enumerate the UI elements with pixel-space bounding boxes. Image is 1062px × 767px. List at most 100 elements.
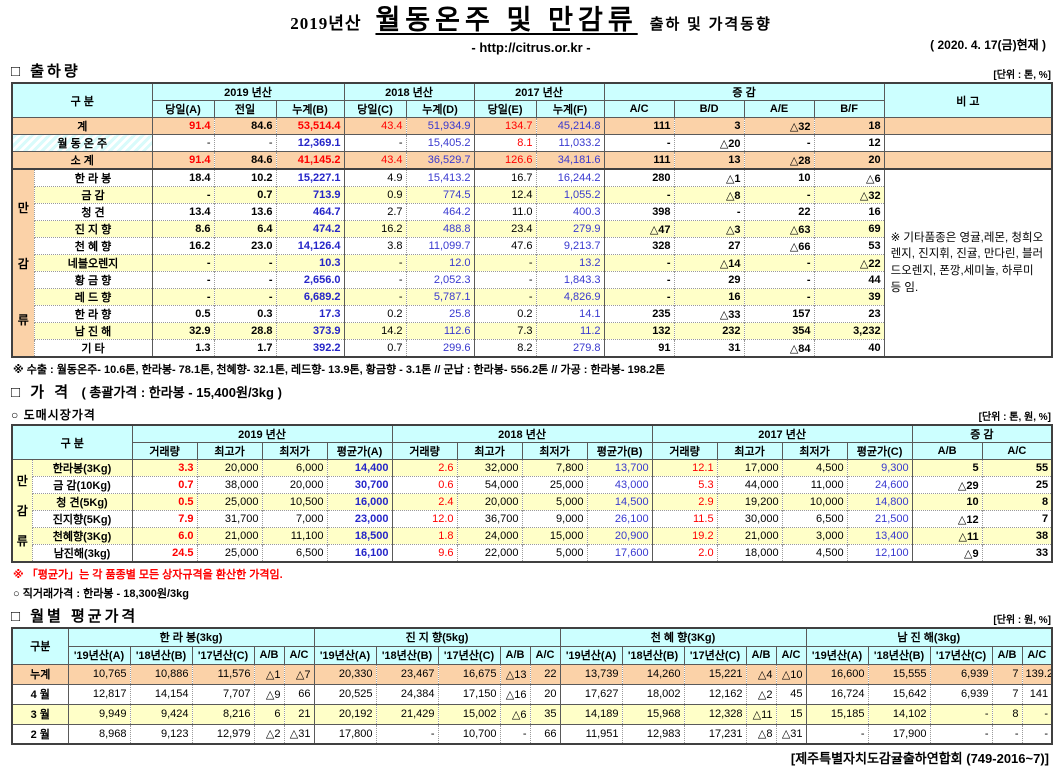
remark-cell — [883, 134, 1053, 152]
cell: 7,707 — [191, 683, 254, 704]
cell: 20,000 — [456, 493, 523, 511]
report-title: 2019년산 월동온주 및 만감류 출하 및 가격동향 — [11, 5, 1051, 40]
cell: △1 — [253, 663, 284, 684]
cell: 139.2 — [1021, 663, 1053, 684]
cell: 14.1 — [535, 305, 605, 323]
cell: 39 — [813, 288, 885, 306]
cell: - — [151, 288, 215, 306]
cell: 9,300 — [846, 459, 913, 477]
month-row: 4 월 12,817 14,154 7,707 △9 66 20,525 24,384 17,1… — [11, 683, 1053, 704]
cell: 9,000 — [521, 510, 588, 528]
column-header: '18년산(B) — [375, 645, 439, 665]
cell: - — [473, 254, 537, 272]
group-char: 감 — [16, 504, 28, 518]
website-url[interactable]: - http://citrus.or.kr - — [471, 40, 591, 55]
cell: △31 — [775, 723, 807, 744]
header-row: '19년산(A) '18년산(B) '17년산(C) A/B A/C '19년산(A) '1… — [12, 645, 1053, 665]
cell: 10,765 — [67, 663, 130, 684]
cell: 16,244.2 — [535, 168, 605, 187]
item-row: 진 지 향 8.6 6.4 474.2 16.2 488.8 23.4 279.9 △47 △3 △… — [12, 220, 1052, 238]
cell: 20 — [813, 151, 885, 169]
cell: 3.8 — [343, 237, 407, 255]
cell: 488.8 — [405, 220, 475, 238]
cell: 6,500 — [781, 510, 848, 528]
gubun-header: 구분 — [11, 627, 69, 665]
row-label: 누계 — [11, 663, 68, 684]
column-header: '18년산(B) — [621, 645, 685, 665]
item-row: 청 견 13.4 13.6 464.7 2.7 464.2 11.0 400.3 398-22 1… — [12, 203, 1052, 221]
cell: 17,150 — [437, 683, 500, 704]
cell: 11.5 — [651, 510, 718, 528]
cell: 15 — [775, 703, 807, 724]
price-row: 남진해(3kg) 24.5 25,000 6,500 16,100 9.6 22,000 5,… — [12, 544, 1053, 562]
column-header: A/B — [745, 645, 777, 665]
cell: 3 — [673, 117, 745, 135]
cell: 11.2 — [535, 322, 605, 340]
cell: 17.3 — [275, 305, 345, 323]
column-header: '19년산(A) — [805, 645, 869, 665]
cell: △66 — [743, 237, 815, 255]
cell: - — [151, 134, 215, 152]
monthly-table-body: 누계 10,765 10,886 11,576 △1 △7 20,330 23,467 16,6… — [11, 663, 1053, 744]
column-header: A/C — [603, 100, 675, 118]
cell: 15,000 — [521, 527, 588, 545]
cell: 0.6 — [391, 476, 458, 494]
cell: 11,100 — [261, 527, 328, 545]
column-header: 최저가 — [261, 442, 328, 460]
cell: 32.9 — [151, 322, 215, 340]
product-group-header: 한 라 봉(3kg) — [67, 627, 315, 647]
cell: 40 — [813, 339, 885, 357]
shipment-table-body: 계 91.4 84.6 53,514.4 43.4 51,934.9 134.7 45,214… — [11, 117, 1053, 357]
cell: 4.9 — [343, 168, 407, 187]
cell: 4,500 — [781, 459, 848, 477]
cell: 280 — [603, 168, 675, 187]
cell: 14,189 — [559, 703, 622, 724]
column-header: 전일 — [213, 100, 277, 118]
row-label: 소 계 — [11, 151, 153, 169]
cell: 6,500 — [261, 544, 328, 562]
cell: 18,500 — [326, 527, 393, 545]
cell: △22 — [813, 254, 885, 272]
cell: 10.2 — [213, 168, 277, 187]
row-label: 2 월 — [11, 723, 68, 744]
cell: 2.6 — [391, 459, 458, 477]
cell: 43,000 — [586, 476, 653, 494]
item-row: 레 드 향 - -6,689.2-5,787.1-4,826.9-16-39 — [12, 288, 1052, 306]
cell: 279.8 — [535, 339, 605, 357]
cell: 16.2 — [343, 220, 407, 238]
cell: 34,181.6 — [535, 151, 605, 169]
cell: △12 — [911, 510, 983, 528]
cell: 16,600 — [805, 663, 869, 684]
cell: 0.2 — [343, 305, 407, 323]
column-header: '19년산(A) — [67, 645, 131, 665]
cell: - — [151, 186, 215, 204]
cell: 15,221 — [683, 663, 746, 684]
cell: - — [991, 723, 1023, 744]
cell: 0.5 — [131, 493, 198, 511]
column-header: A/C — [775, 645, 807, 665]
title-suffix: 출하 및 가격동향 — [649, 17, 772, 33]
cell: 14,154 — [129, 683, 192, 704]
cell: 12.4 — [473, 186, 537, 204]
cell: 19.2 — [651, 527, 718, 545]
cell: 713.9 — [275, 186, 345, 204]
cell: 11,099.7 — [405, 237, 475, 255]
wholesale-table-body: 만 감 류 한라봉(3Kg) 3.3 20,000 6,000 14,400 2.6 32,000… — [12, 459, 1053, 562]
group-char: 만 — [16, 474, 28, 488]
cell: 35 — [529, 703, 560, 724]
cell: 4,500 — [781, 544, 848, 562]
cell: △9 — [253, 683, 284, 704]
cell: 25.8 — [405, 305, 475, 323]
cell: 14,126.4 — [275, 237, 345, 255]
cell: 9,949 — [67, 703, 130, 724]
cell: 7,000 — [261, 510, 328, 528]
cell: - — [151, 254, 215, 272]
cell: 17,000 — [716, 459, 783, 477]
group-char: 류 — [16, 534, 28, 548]
column-header: 거래량 — [651, 442, 718, 460]
export-note: ※ 수출 : 월동온주- 10.6톤, 한라봉- 78.1톤, 천혜향- 32.… — [13, 364, 666, 376]
cell: 16,100 — [326, 544, 393, 562]
